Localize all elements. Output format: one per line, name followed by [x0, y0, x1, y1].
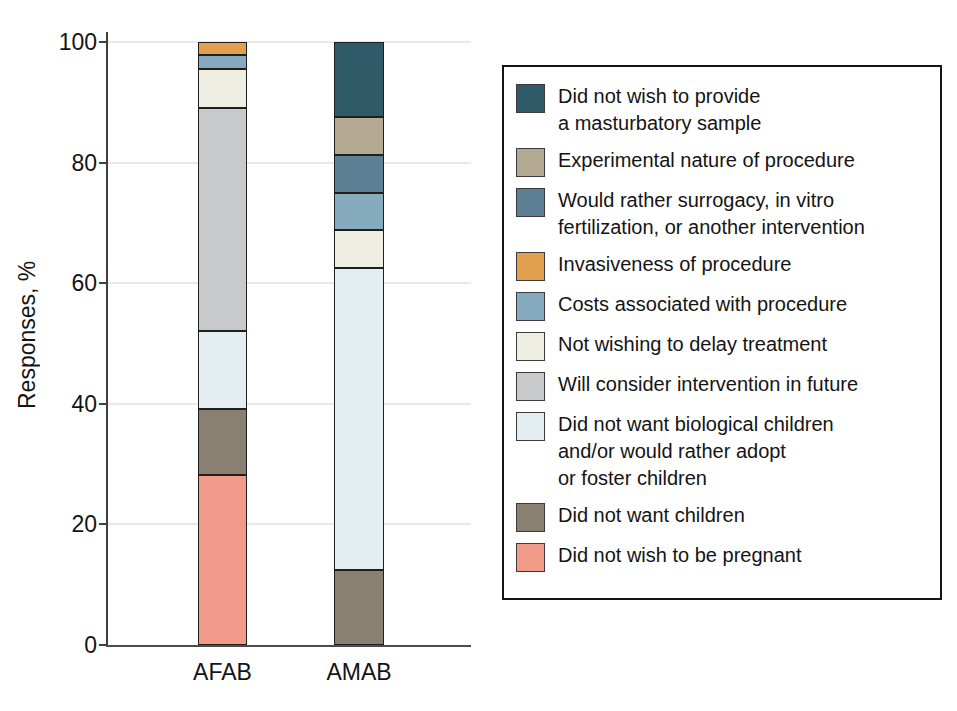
- x-axis-line: [106, 645, 471, 647]
- y-gridline-60: [108, 282, 471, 284]
- legend-box: Did not wish to providea masturbatory sa…: [502, 65, 942, 600]
- y-tick-60: [99, 282, 107, 284]
- legend-label-line: Did not want children: [558, 502, 745, 529]
- legend-label-line: Will consider intervention in future: [558, 371, 858, 398]
- legend-label-3: Invasiveness of procedure: [558, 251, 791, 278]
- y-gridline-80: [108, 162, 471, 164]
- legend-swatch-6: [516, 372, 545, 401]
- legend-swatch-2: [516, 188, 545, 217]
- legend-label-line: Did not wish to provide: [558, 83, 761, 110]
- legend-swatch-1: [516, 148, 545, 177]
- legend-label-line: a masturbatory sample: [558, 110, 761, 137]
- legend-label-5: Not wishing to delay treatment: [558, 331, 827, 358]
- bar-segment-amab-5: [334, 230, 384, 268]
- bar-segment-amab-2: [334, 155, 384, 193]
- legend-swatch-5: [516, 332, 545, 361]
- bar-segment-afab-6: [198, 108, 247, 331]
- y-tick-label-60: 60: [28, 269, 97, 297]
- legend-label-line: or foster children: [558, 465, 834, 492]
- legend-swatch-0: [516, 84, 545, 113]
- legend-swatch-4: [516, 292, 545, 321]
- legend-label-line: and/or would rather adopt: [558, 438, 834, 465]
- y-tick-100: [99, 41, 107, 43]
- legend-label-9: Did not wish to be pregnant: [558, 542, 802, 569]
- legend-swatch-3: [516, 252, 545, 281]
- y-tick-80: [99, 162, 107, 164]
- bar-segment-afab-5: [198, 69, 247, 108]
- legend-row-3: Invasiveness of procedure: [516, 251, 932, 281]
- y-gridline-20: [108, 523, 471, 525]
- bar-afab: [198, 42, 247, 645]
- legend-swatch-9: [516, 543, 545, 572]
- y-tick-20: [99, 523, 107, 525]
- legend-row-1: Experimental nature of procedure: [516, 147, 932, 177]
- y-gridline-40: [108, 403, 471, 405]
- bar-segment-afab-8: [198, 409, 247, 475]
- bar-segment-afab-7: [198, 331, 247, 409]
- legend-label-line: Would rather surrogacy, in vitro: [558, 187, 865, 214]
- legend-row-7: Did not want biological childrenand/or w…: [516, 411, 932, 492]
- legend-label-7: Did not want biological childrenand/or w…: [558, 411, 834, 492]
- x-category-label-afab: AFAB: [163, 658, 283, 686]
- legend-label-6: Will consider intervention in future: [558, 371, 858, 398]
- legend-label-1: Experimental nature of procedure: [558, 147, 855, 174]
- stacked-bar-figure: Responses, % 020406080100 AFABAMAB Did n…: [0, 0, 957, 711]
- legend-row-9: Did not wish to be pregnant: [516, 542, 932, 572]
- bar-segment-amab-8: [334, 570, 384, 645]
- legend-row-0: Did not wish to providea masturbatory sa…: [516, 83, 932, 137]
- y-tick-40: [99, 403, 107, 405]
- legend-label-line: fertilization, or another intervention: [558, 214, 865, 241]
- bar-segment-afab-4: [198, 55, 247, 68]
- legend-row-6: Will consider intervention in future: [516, 371, 932, 401]
- bar-segment-amab-1: [334, 117, 384, 155]
- legend-label-4: Costs associated with procedure: [558, 291, 847, 318]
- legend-label-8: Did not want children: [558, 502, 745, 529]
- y-tick-label-80: 80: [28, 149, 97, 177]
- bar-segment-afab-9: [198, 475, 247, 645]
- bar-segment-afab-3: [198, 42, 247, 55]
- bar-segment-amab-4: [334, 193, 384, 231]
- legend-row-4: Costs associated with procedure: [516, 291, 932, 321]
- legend-label-line: Not wishing to delay treatment: [558, 331, 827, 358]
- legend-row-2: Would rather surrogacy, in vitrofertiliz…: [516, 187, 932, 241]
- legend-label-0: Did not wish to providea masturbatory sa…: [558, 83, 761, 137]
- legend-label-line: Did not want biological children: [558, 411, 834, 438]
- legend-label-line: Costs associated with procedure: [558, 291, 847, 318]
- bar-segment-amab-0: [334, 42, 384, 117]
- legend-label-line: Invasiveness of procedure: [558, 251, 791, 278]
- bar-segment-amab-7: [334, 268, 384, 570]
- y-tick-label-40: 40: [28, 390, 97, 418]
- legend-row-8: Did not want children: [516, 502, 932, 532]
- y-tick-label-100: 100: [28, 28, 97, 56]
- legend-row-5: Not wishing to delay treatment: [516, 331, 932, 361]
- legend-label-line: Experimental nature of procedure: [558, 147, 855, 174]
- bar-amab: [334, 42, 384, 645]
- x-category-label-amab: AMAB: [299, 658, 419, 686]
- y-gridline-100: [108, 41, 471, 43]
- legend-swatch-7: [516, 412, 545, 441]
- y-axis-line: [106, 32, 108, 646]
- y-tick-label-0: 0: [28, 631, 97, 659]
- legend-label-line: Did not wish to be pregnant: [558, 542, 802, 569]
- legend-label-2: Would rather surrogacy, in vitrofertiliz…: [558, 187, 865, 241]
- y-tick-label-20: 20: [28, 510, 97, 538]
- legend-swatch-8: [516, 503, 545, 532]
